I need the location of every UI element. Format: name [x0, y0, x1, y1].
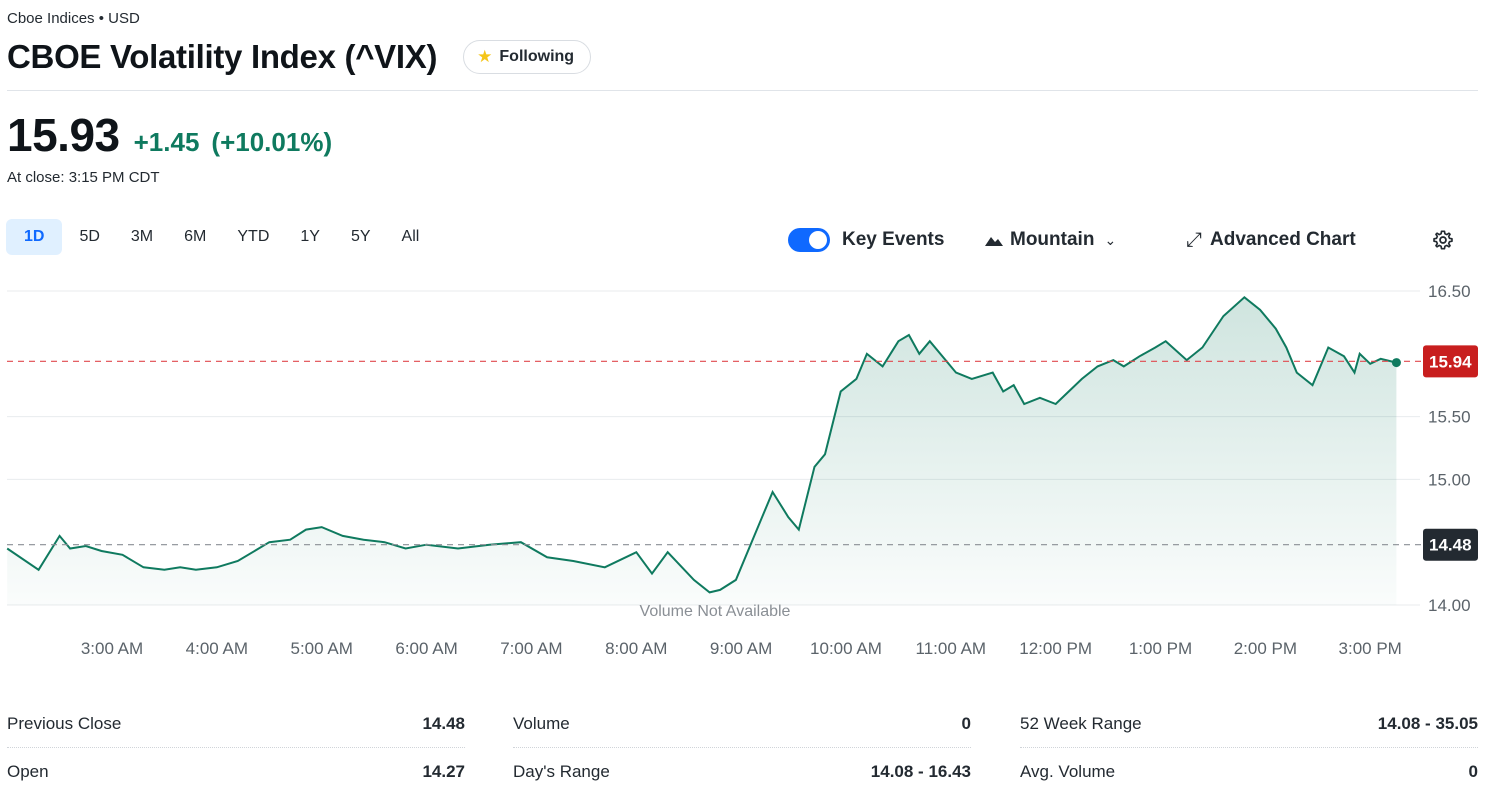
stat-previous-close: Previous Close 14.48 — [7, 700, 465, 748]
star-icon: ★ — [477, 47, 493, 66]
stat-value: 14.08 - 16.43 — [870, 761, 971, 781]
x-tick-label: 9:00 AM — [710, 639, 772, 658]
tab-all[interactable]: All — [401, 228, 420, 245]
page-title: CBOE Volatility Index (^VIX) — [7, 38, 438, 75]
key-events-toggle[interactable] — [788, 228, 830, 252]
stat-label: Previous Close — [7, 713, 122, 733]
gear-icon[interactable] — [1432, 229, 1454, 251]
y-axis: 16.50 15.50 15.00 14.00 — [1428, 282, 1471, 615]
close-time: At close: 3:15 PM CDT — [7, 169, 160, 186]
quote-row: 15.93 +1.45 (+10.01%) — [7, 108, 332, 162]
current-price-label: 15.94 — [1429, 352, 1472, 371]
y-tick-label: 15.00 — [1428, 470, 1471, 489]
price-value: 15.93 — [7, 109, 120, 161]
x-tick-label: 3:00 AM — [81, 639, 143, 658]
stat-label: Open — [7, 761, 49, 781]
y-tick-label: 16.50 — [1428, 282, 1471, 301]
following-label: Following — [499, 48, 575, 65]
header-divider — [7, 90, 1478, 91]
tab-1y[interactable]: 1Y — [300, 228, 320, 245]
volume-not-available: Volume Not Available — [640, 603, 791, 620]
advanced-chart-link[interactable]: ⤢ Advanced Chart — [1186, 224, 1356, 256]
price-line — [6, 295, 1397, 594]
stat-value: 14.48 — [422, 713, 465, 733]
x-tick-label: 11:00 AM — [916, 639, 987, 658]
x-tick-label: 4:00 AM — [186, 639, 248, 658]
tab-1d[interactable]: 1D — [6, 219, 63, 255]
current-price-badge: 15.94 — [1423, 345, 1478, 378]
title-row: CBOE Volatility Index (^VIX) ★ Following — [7, 38, 592, 76]
expand-icon: ⤢ — [1186, 228, 1202, 251]
following-button[interactable]: ★ Following — [463, 40, 592, 74]
previous-close-badge: 14.48 — [1423, 528, 1478, 561]
price-change-percent: (+10.01%) — [211, 127, 333, 157]
tab-6m[interactable]: 6M — [184, 228, 207, 245]
stat-label: Volume — [513, 713, 570, 733]
stat-days-range: Day's Range 14.08 - 16.43 — [513, 748, 971, 787]
stat-value: 14.08 - 35.05 — [1377, 713, 1478, 733]
stat-52-week-range: 52 Week Range 14.08 - 35.05 — [1020, 700, 1478, 748]
advanced-chart-label: Advanced Chart — [1210, 229, 1356, 250]
tab-3m[interactable]: 3M — [130, 228, 154, 245]
chart-type-dropdown[interactable]: Mountain ⌄ — [985, 224, 1116, 256]
stat-label: Avg. Volume — [1020, 761, 1116, 781]
stat-avg-volume: Avg. Volume 0 — [1020, 748, 1478, 787]
stat-volume: Volume 0 — [513, 700, 971, 748]
current-price-dot — [1391, 358, 1401, 368]
stat-label: Day's Range — [513, 761, 610, 781]
x-tick-label: 5:00 AM — [291, 639, 353, 658]
key-events-label: Key Events — [842, 229, 945, 250]
x-tick-label: 8:00 AM — [605, 639, 667, 658]
key-events-control[interactable]: Key Events — [788, 224, 944, 256]
tab-5y[interactable]: 5Y — [350, 228, 371, 245]
stat-open: Open 14.27 — [7, 748, 465, 787]
stat-label: 52 Week Range — [1020, 713, 1142, 733]
y-tick-label: 14.00 — [1428, 596, 1471, 615]
stats-column-1: Previous Close 14.48 Open 14.27 — [7, 700, 465, 787]
chevron-down-icon: ⌄ — [1104, 231, 1117, 248]
x-tick-label: 3:00 PM — [1339, 639, 1402, 658]
stat-value: 0 — [961, 713, 971, 733]
y-tick-label: 15.50 — [1428, 408, 1471, 427]
x-tick-label: 12:00 PM — [1019, 639, 1092, 658]
stats-column-2: Volume 0 Day's Range 14.08 - 16.43 — [513, 700, 971, 787]
stat-value: 0 — [1468, 761, 1478, 781]
x-tick-label: 7:00 AM — [500, 639, 562, 658]
stat-value: 14.27 — [422, 761, 465, 781]
x-tick-label: 6:00 AM — [395, 639, 457, 658]
price-chart[interactable]: 16.50 15.50 15.00 14.00 3:00 AM 4:00 AM 5:00 … — [0, 270, 1485, 670]
chart-type-label: Mountain — [1010, 229, 1095, 250]
x-tick-label: 10:00 AM — [810, 639, 882, 658]
x-tick-label: 1:00 PM — [1129, 639, 1192, 658]
x-tick-label: 2:00 PM — [1234, 639, 1297, 658]
stats-column-3: 52 Week Range 14.08 - 35.05 Avg. Volume … — [1020, 700, 1478, 787]
previous-close-label: 14.48 — [1429, 536, 1472, 555]
tab-5d[interactable]: 5D — [79, 228, 100, 245]
tab-ytd[interactable]: YTD — [237, 228, 270, 245]
price-area-fill — [7, 297, 1397, 605]
exchange-label: Cboe Indices • USD — [7, 10, 140, 27]
x-axis: 3:00 AM 4:00 AM 5:00 AM 6:00 AM 7:00 AM 8:00 … — [81, 639, 1402, 658]
price-change: +1.45 — [133, 127, 200, 157]
mountain-icon — [985, 237, 1003, 246]
range-tabs: 1D 5D 3M 6M YTD 1Y 5Y All — [6, 219, 436, 255]
